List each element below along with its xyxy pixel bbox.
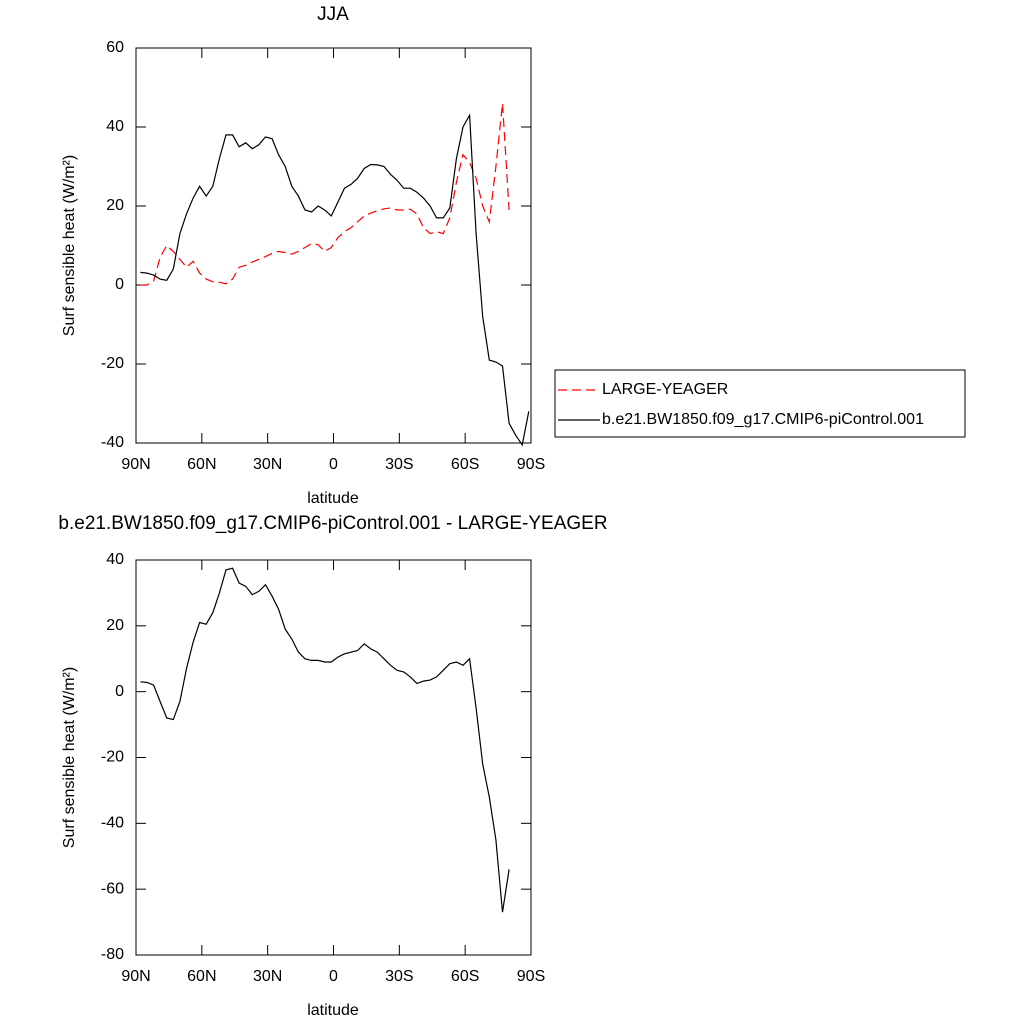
data-line <box>140 567 510 913</box>
legend-label: LARGE-YEAGER <box>602 381 728 398</box>
x-tick-label: 60N <box>187 968 216 985</box>
y-tick-label: -60 <box>101 880 124 897</box>
x-tick-label: 0 <box>329 456 338 473</box>
y-tick-label: -40 <box>101 815 124 832</box>
chart-title: b.e21.BW1850.f09_g17.CMIP6-piControl.001… <box>58 513 607 534</box>
x-tick-label: 90S <box>517 456 545 473</box>
y-tick-label: -40 <box>101 434 124 451</box>
plot-frame <box>135 559 532 956</box>
y-tick-label: -20 <box>101 749 124 766</box>
y-tick-label: 0 <box>115 683 124 700</box>
x-tick-label: 60S <box>451 968 479 985</box>
y-tick-label: 60 <box>106 39 124 56</box>
y-tick-label: 20 <box>106 617 124 634</box>
y-tick-label: -80 <box>101 946 124 963</box>
legend-label: b.e21.BW1850.f09_g17.CMIP6-piControl.001 <box>602 411 924 428</box>
x-axis-label: latitude <box>307 1002 359 1019</box>
x-axis-label: latitude <box>307 490 359 507</box>
y-axis-label: Surf sensible heat (W/m²) <box>61 155 78 336</box>
x-tick-label: 30N <box>253 968 282 985</box>
legend-box <box>554 369 966 438</box>
x-tick-label: 0 <box>329 968 338 985</box>
x-tick-label: 60N <box>187 456 216 473</box>
x-tick-label: 90S <box>517 968 545 985</box>
x-tick-label: 30S <box>385 456 413 473</box>
x-tick-label: 30S <box>385 968 413 985</box>
plot-frame <box>135 47 532 444</box>
chart-title: JJA <box>317 4 349 25</box>
y-tick-label: 40 <box>106 551 124 568</box>
legend: LARGE-YEAGER b.e21.BW1850.f09_g17.CMIP6-p… <box>554 369 966 438</box>
y-tick-label: 0 <box>115 276 124 293</box>
y-axis-label: Surf sensible heat (W/m²) <box>61 667 78 848</box>
x-tick-label: 90N <box>121 456 150 473</box>
data-line <box>140 113 530 447</box>
y-tick-label: -20 <box>101 355 124 372</box>
y-tick-label: 40 <box>106 118 124 135</box>
data-line <box>140 103 510 286</box>
x-tick-label: 90N <box>121 968 150 985</box>
y-tick-label: 20 <box>106 197 124 214</box>
x-tick-label: 60S <box>451 456 479 473</box>
x-tick-label: 30N <box>253 456 282 473</box>
